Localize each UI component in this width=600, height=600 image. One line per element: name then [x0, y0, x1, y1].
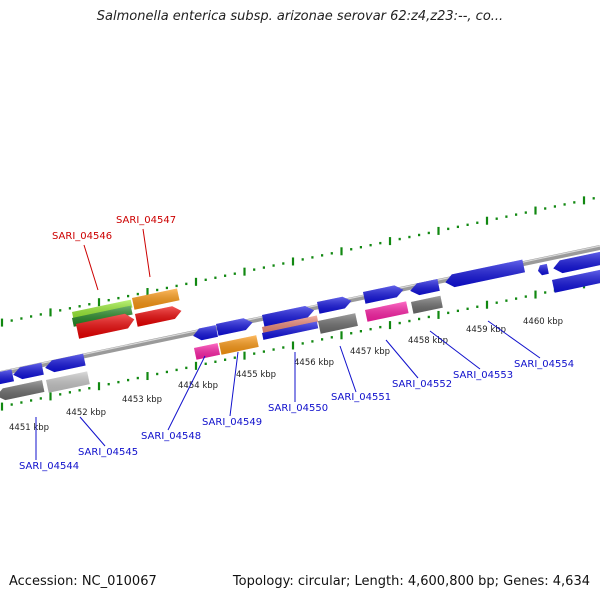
scale-labels: 4451 kbp 4452 kbp 4453 kbp 4454 kbp 4455 kbp…: [9, 317, 563, 433]
gene-feature[interactable]: [193, 325, 218, 341]
scale-label: 4458 kbp: [408, 336, 448, 346]
gene-label[interactable]: SARI_04546: [52, 231, 112, 291]
gene-feature[interactable]: [135, 306, 182, 327]
gene-feature[interactable]: [262, 315, 319, 334]
topology-text: Topology: circular; Length: 4,600,800 bp…: [232, 574, 590, 589]
gene-feature[interactable]: [538, 263, 549, 276]
gene-label-text[interactable]: SARI_04553: [453, 370, 513, 381]
leader-line: [385, 339, 419, 379]
leader-line: [487, 320, 541, 359]
gene-label[interactable]: SARI_04545: [78, 416, 138, 458]
gene-feature[interactable]: [318, 313, 358, 334]
gene-feature[interactable]: [317, 296, 352, 314]
gene-feature[interactable]: [445, 259, 525, 288]
gene-label-text[interactable]: SARI_04545: [78, 447, 138, 458]
gene-feature[interactable]: [410, 279, 440, 296]
genome-title: Salmonella enterica subsp. arizonae sero…: [96, 9, 504, 24]
gene-feature[interactable]: [13, 362, 44, 380]
gene-label-text[interactable]: SARI_04548: [141, 431, 201, 442]
gene-feature[interactable]: [262, 321, 319, 340]
scale-label: 4455 kbp: [236, 370, 276, 380]
leader-line: [339, 345, 357, 393]
leader-line: [83, 244, 99, 291]
accession-text: Accession: NC_010067: [9, 574, 157, 589]
gene-features[interactable]: [0, 251, 600, 401]
scale-label: 4460 kbp: [523, 317, 563, 327]
gene-label[interactable]: SARI_04549: [202, 351, 262, 428]
leader-line: [167, 355, 206, 431]
gene-label[interactable]: SARI_04547: [116, 215, 176, 278]
gene-label[interactable]: SARI_04552: [385, 339, 452, 390]
gene-feature[interactable]: [194, 343, 220, 360]
gene-feature[interactable]: [411, 295, 443, 314]
tick-row-inner: [0, 280, 595, 411]
gene-feature[interactable]: [76, 313, 135, 339]
gene-label-text[interactable]: SARI_04547: [116, 215, 176, 226]
gene-feature[interactable]: [365, 301, 409, 322]
gene-label-text[interactable]: SARI_04546: [52, 231, 112, 242]
leader-line: [79, 416, 106, 447]
gene-label-text[interactable]: SARI_04554: [514, 359, 574, 370]
gene-label-text[interactable]: SARI_04550: [268, 403, 328, 414]
scale-label: 4451 kbp: [9, 423, 49, 433]
gene-label-text[interactable]: SARI_04544: [19, 461, 79, 472]
gene-feature[interactable]: [552, 269, 600, 293]
gene-feature[interactable]: [262, 306, 315, 327]
gene-label-text[interactable]: SARI_04552: [392, 379, 452, 390]
tick-row-outer: [0, 196, 595, 327]
leader-line: [229, 351, 239, 417]
scale-label: 4456 kbp: [294, 358, 334, 368]
gene-label-text[interactable]: SARI_04551: [331, 392, 391, 403]
scale-label: 4453 kbp: [122, 395, 162, 405]
gene-feature[interactable]: [0, 369, 14, 385]
leader-line: [142, 228, 151, 278]
gene-feature[interactable]: [72, 305, 133, 327]
gene-feature[interactable]: [553, 251, 600, 274]
gene-feature[interactable]: [216, 318, 253, 336]
gene-label[interactable]: SARI_04554: [487, 320, 574, 370]
gene-label[interactable]: SARI_04544: [19, 417, 79, 472]
gene-feature[interactable]: [46, 371, 90, 393]
scale-label: 4454 kbp: [178, 381, 218, 391]
scale-label: 4452 kbp: [66, 408, 106, 418]
leader-line: [429, 330, 481, 370]
gene-label[interactable]: SARI_04553: [429, 330, 513, 381]
gene-feature[interactable]: [132, 288, 180, 310]
gene-feature[interactable]: [45, 353, 86, 373]
gene-label[interactable]: SARI_04548: [141, 355, 206, 442]
scale-label: 4457 kbp: [350, 347, 390, 357]
gene-labels[interactable]: SARI_04544 SARI_04545 SARI_04546 SARI_04547…: [19, 215, 574, 472]
gene-feature[interactable]: [219, 335, 259, 355]
gene-feature[interactable]: [0, 380, 45, 401]
gene-feature[interactable]: [363, 285, 404, 304]
gene-feature[interactable]: [72, 299, 133, 320]
gene-label[interactable]: SARI_04551: [331, 345, 391, 403]
gene-label-text[interactable]: SARI_04549: [202, 417, 262, 428]
scale-label: 4459 kbp: [466, 325, 506, 335]
gene-label[interactable]: SARI_04550: [268, 352, 328, 414]
